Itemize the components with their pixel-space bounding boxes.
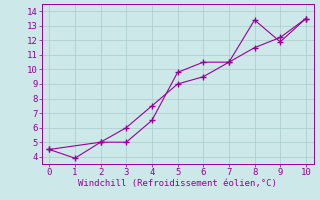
X-axis label: Windchill (Refroidissement éolien,°C): Windchill (Refroidissement éolien,°C) — [78, 179, 277, 188]
